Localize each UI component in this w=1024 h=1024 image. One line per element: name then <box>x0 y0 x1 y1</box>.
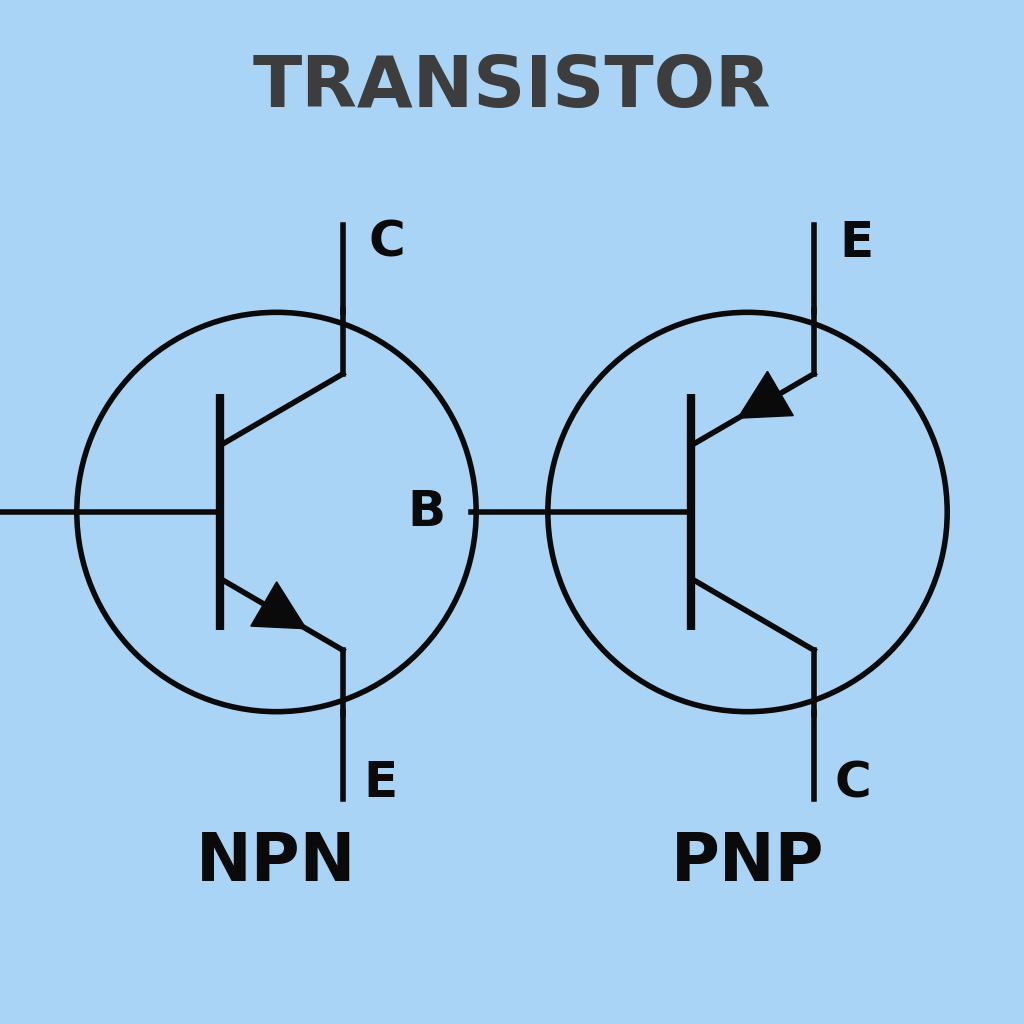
Text: C: C <box>835 760 871 807</box>
Text: NPN: NPN <box>197 829 356 895</box>
Text: B: B <box>408 488 445 536</box>
Text: TRANSISTOR: TRANSISTOR <box>253 52 771 122</box>
Text: E: E <box>364 760 397 807</box>
Polygon shape <box>738 372 794 418</box>
Text: PNP: PNP <box>671 829 824 895</box>
Text: E: E <box>840 219 873 266</box>
Text: C: C <box>369 219 406 266</box>
Polygon shape <box>251 582 306 629</box>
